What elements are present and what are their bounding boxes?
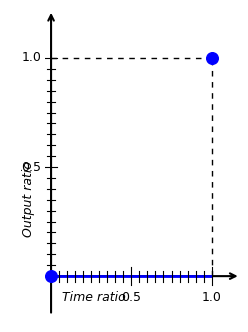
Point <box>210 55 214 61</box>
Point <box>49 274 53 279</box>
Text: 1.0: 1.0 <box>202 291 222 304</box>
Text: Output ratio: Output ratio <box>22 161 35 237</box>
Text: Time ratio: Time ratio <box>62 291 126 304</box>
Text: 0.5: 0.5 <box>121 291 141 304</box>
Text: 0.5: 0.5 <box>21 161 41 174</box>
Text: 1.0: 1.0 <box>22 51 41 64</box>
